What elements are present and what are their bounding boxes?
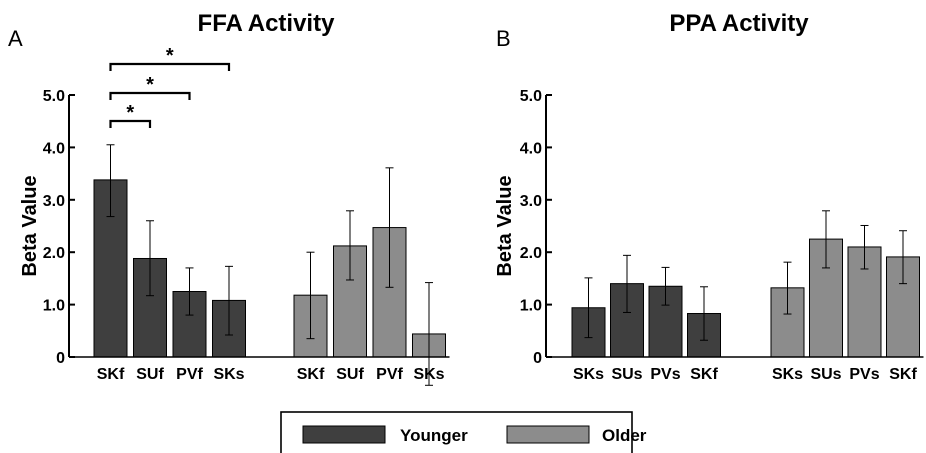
legend-box [280,411,633,453]
panel-b-letter: B [496,26,511,51]
y-tick-label: 2.0 [520,245,542,262]
significance-bracket [109,119,152,128]
panel-a-y-axis-label: Beta Value [19,175,41,276]
x-tick-label: SUs [810,366,841,383]
y-tick-label: 0 [533,350,542,367]
panels: FFA Activity A Beta Value 0 1.0 2.0 3.0 4.0 5.0 S… [8,10,924,386]
panel-b-y-axis-label: Beta Value [494,175,516,276]
x-tick-label: SKf [297,366,325,383]
y-tick-label: 5.0 [520,88,542,105]
x-tick-label: SKf [97,366,125,383]
significance-bracket [109,91,191,100]
x-tick-label: SUf [136,366,164,383]
legend-swatch-younger [302,425,386,444]
x-tick-label: PVs [650,366,680,383]
significance-bracket [109,62,231,71]
y-tick-label: 5.0 [43,88,65,105]
y-tick-label: 4.0 [520,140,542,157]
x-tick-label: SUf [336,366,364,383]
x-tick-label: SKs [573,366,604,383]
panel-a-title: FFA Activity [198,10,336,37]
panel-a-series-younger: SKf SUf PVf SKs [93,144,246,383]
y-tick-label: 3.0 [43,193,65,210]
x-tick-label: SKf [889,366,917,383]
panel-b-series-older: SKs SUs PVs SKf [770,210,920,383]
x-tick-label: SKs [413,366,444,383]
y-tick-label: 2.0 [43,245,65,262]
x-tick-label: SKf [690,366,718,383]
y-tick-label: 1.0 [520,298,542,315]
legend-label-older: Older [602,426,647,445]
significance-star: * [166,45,174,67]
panel-b-title: PPA Activity [669,10,809,37]
x-tick-label: SKs [213,366,244,383]
x-tick-label: PVf [376,366,403,383]
legend-swatch-older [506,425,590,444]
significance-star: * [126,102,134,124]
y-tick-label: 0 [56,350,65,367]
y-tick-label: 3.0 [520,193,542,210]
x-tick-label: SUs [611,366,642,383]
x-tick-label: PVf [176,366,203,383]
panel-a: FFA Activity A Beta Value 0 1.0 2.0 3.0 4.0 5.0 S… [8,10,450,386]
legend: Younger Older [280,411,647,453]
panel-a-series-older: SKf SUf PVf SKs [293,167,446,386]
y-tick-label: 1.0 [43,298,65,315]
x-tick-label: PVs [849,366,879,383]
panel-a-letter: A [8,26,23,51]
panel-b-series-younger: SKs SUs PVs SKf [571,254,721,383]
legend-label-younger: Younger [400,426,468,445]
panel-b: PPA Activity B Beta Value 0 1.0 2.0 3.0 4.0 5.0 S… [494,10,924,383]
significance-star: * [146,74,154,96]
y-tick-label: 4.0 [43,140,65,157]
x-tick-label: SKs [772,366,803,383]
